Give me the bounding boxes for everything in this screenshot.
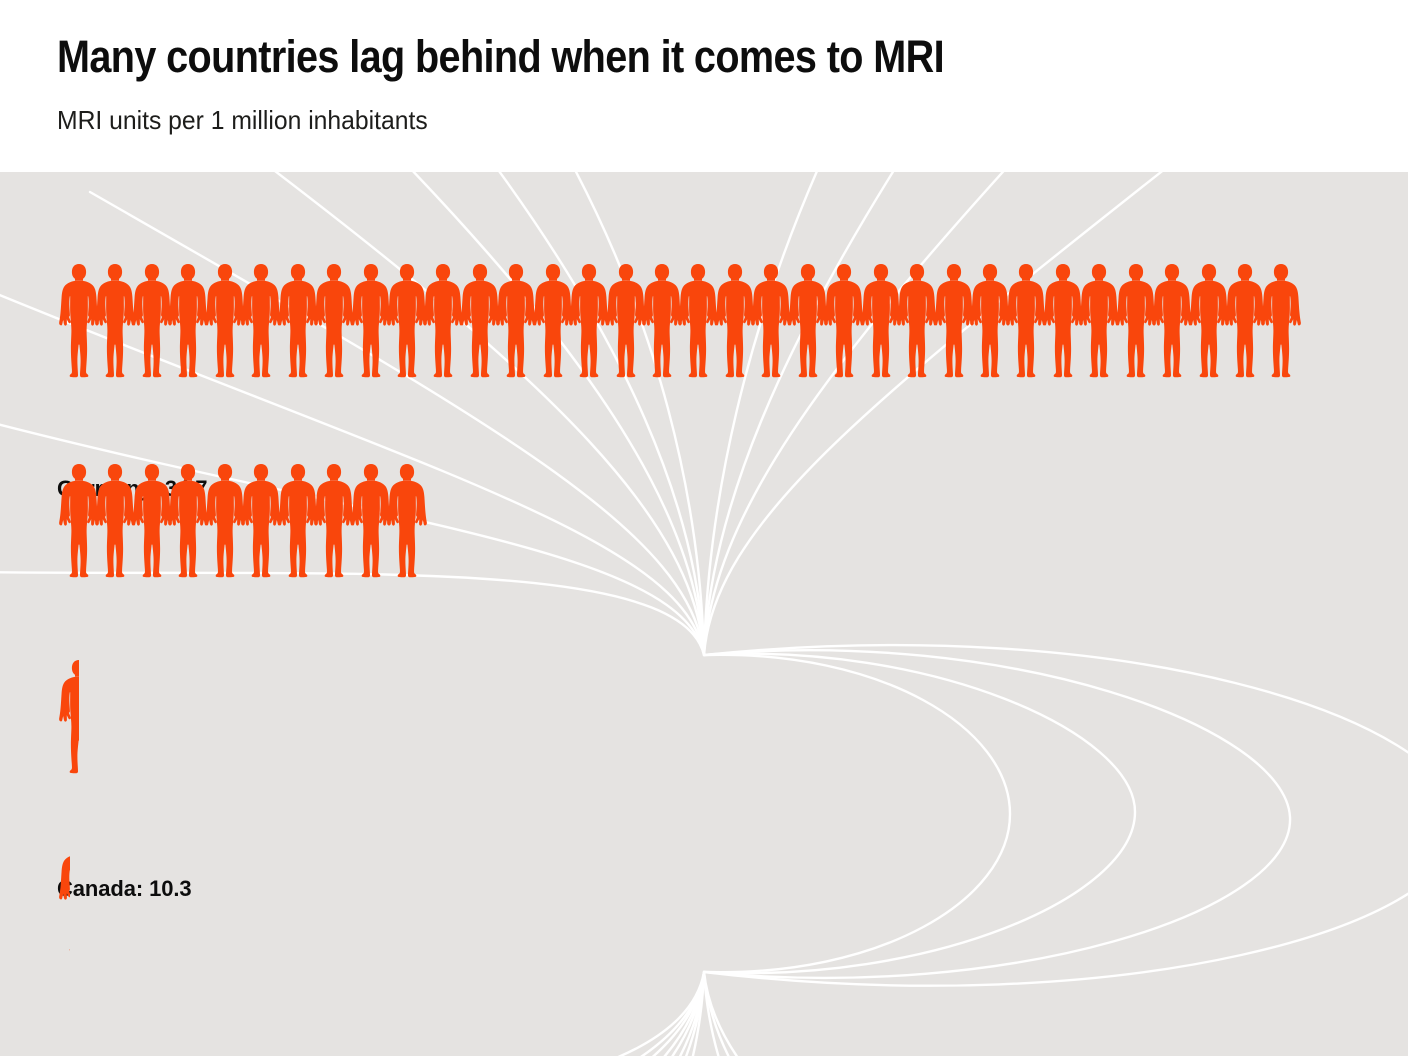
person-icon xyxy=(203,262,245,380)
person-icon xyxy=(276,262,318,380)
figure-group-india xyxy=(57,836,70,954)
person-icon xyxy=(786,262,828,380)
person-icon xyxy=(93,462,136,580)
person-icon xyxy=(1223,262,1265,380)
person-icon xyxy=(421,262,464,380)
person-icon xyxy=(1259,262,1302,380)
row-label-canada: Canada: 10.3 xyxy=(57,876,192,901)
person-icon-partial xyxy=(57,658,79,776)
person-icon xyxy=(749,262,792,380)
person-icon xyxy=(93,262,136,380)
chart-area: Germany: 34.7 Canada: 10.3 Ghana: 0.5 In… xyxy=(0,172,1408,1056)
person-icon xyxy=(859,262,901,380)
person-icon xyxy=(895,262,937,380)
person-icon xyxy=(932,262,974,380)
person-icon xyxy=(968,262,1010,380)
figure-group-germany xyxy=(57,262,1304,380)
person-icon xyxy=(203,462,245,580)
person-icon xyxy=(676,262,719,380)
person-icon xyxy=(567,262,609,380)
person-icon xyxy=(57,262,99,380)
person-icon xyxy=(130,262,172,380)
figure-group-canada xyxy=(57,462,429,580)
person-icon xyxy=(312,262,354,380)
person-icon xyxy=(1150,262,1192,380)
person-icon xyxy=(1041,262,1083,380)
person-icon xyxy=(276,462,318,580)
person-icon xyxy=(130,462,172,580)
page-subtitle: MRI units per 1 million inhabitants xyxy=(57,105,428,135)
person-icon xyxy=(531,262,573,380)
person-icon xyxy=(458,262,500,380)
person-icon xyxy=(239,262,282,380)
person-icon xyxy=(166,462,209,580)
person-icon xyxy=(166,262,209,380)
person-icon xyxy=(312,462,354,580)
person-icon xyxy=(1004,262,1047,380)
person-icon xyxy=(713,262,755,380)
person-icon xyxy=(349,262,391,380)
page-title: Many countries lag behind when it comes … xyxy=(57,31,945,82)
person-icon xyxy=(239,462,282,580)
header: Many countries lag behind when it comes … xyxy=(0,0,1408,172)
person-icon xyxy=(57,462,99,580)
person-icon xyxy=(1077,262,1120,380)
figure-group-ghana xyxy=(57,658,79,776)
person-icon-partial xyxy=(57,836,70,954)
person-icon xyxy=(604,262,646,380)
person-icon xyxy=(385,262,427,380)
person-icon xyxy=(1114,262,1156,380)
person-icon xyxy=(1187,262,1229,380)
person-icon xyxy=(822,262,865,380)
person-icon xyxy=(385,462,427,580)
person-icon xyxy=(640,262,682,380)
person-icon xyxy=(349,462,391,580)
person-icon xyxy=(494,262,537,380)
